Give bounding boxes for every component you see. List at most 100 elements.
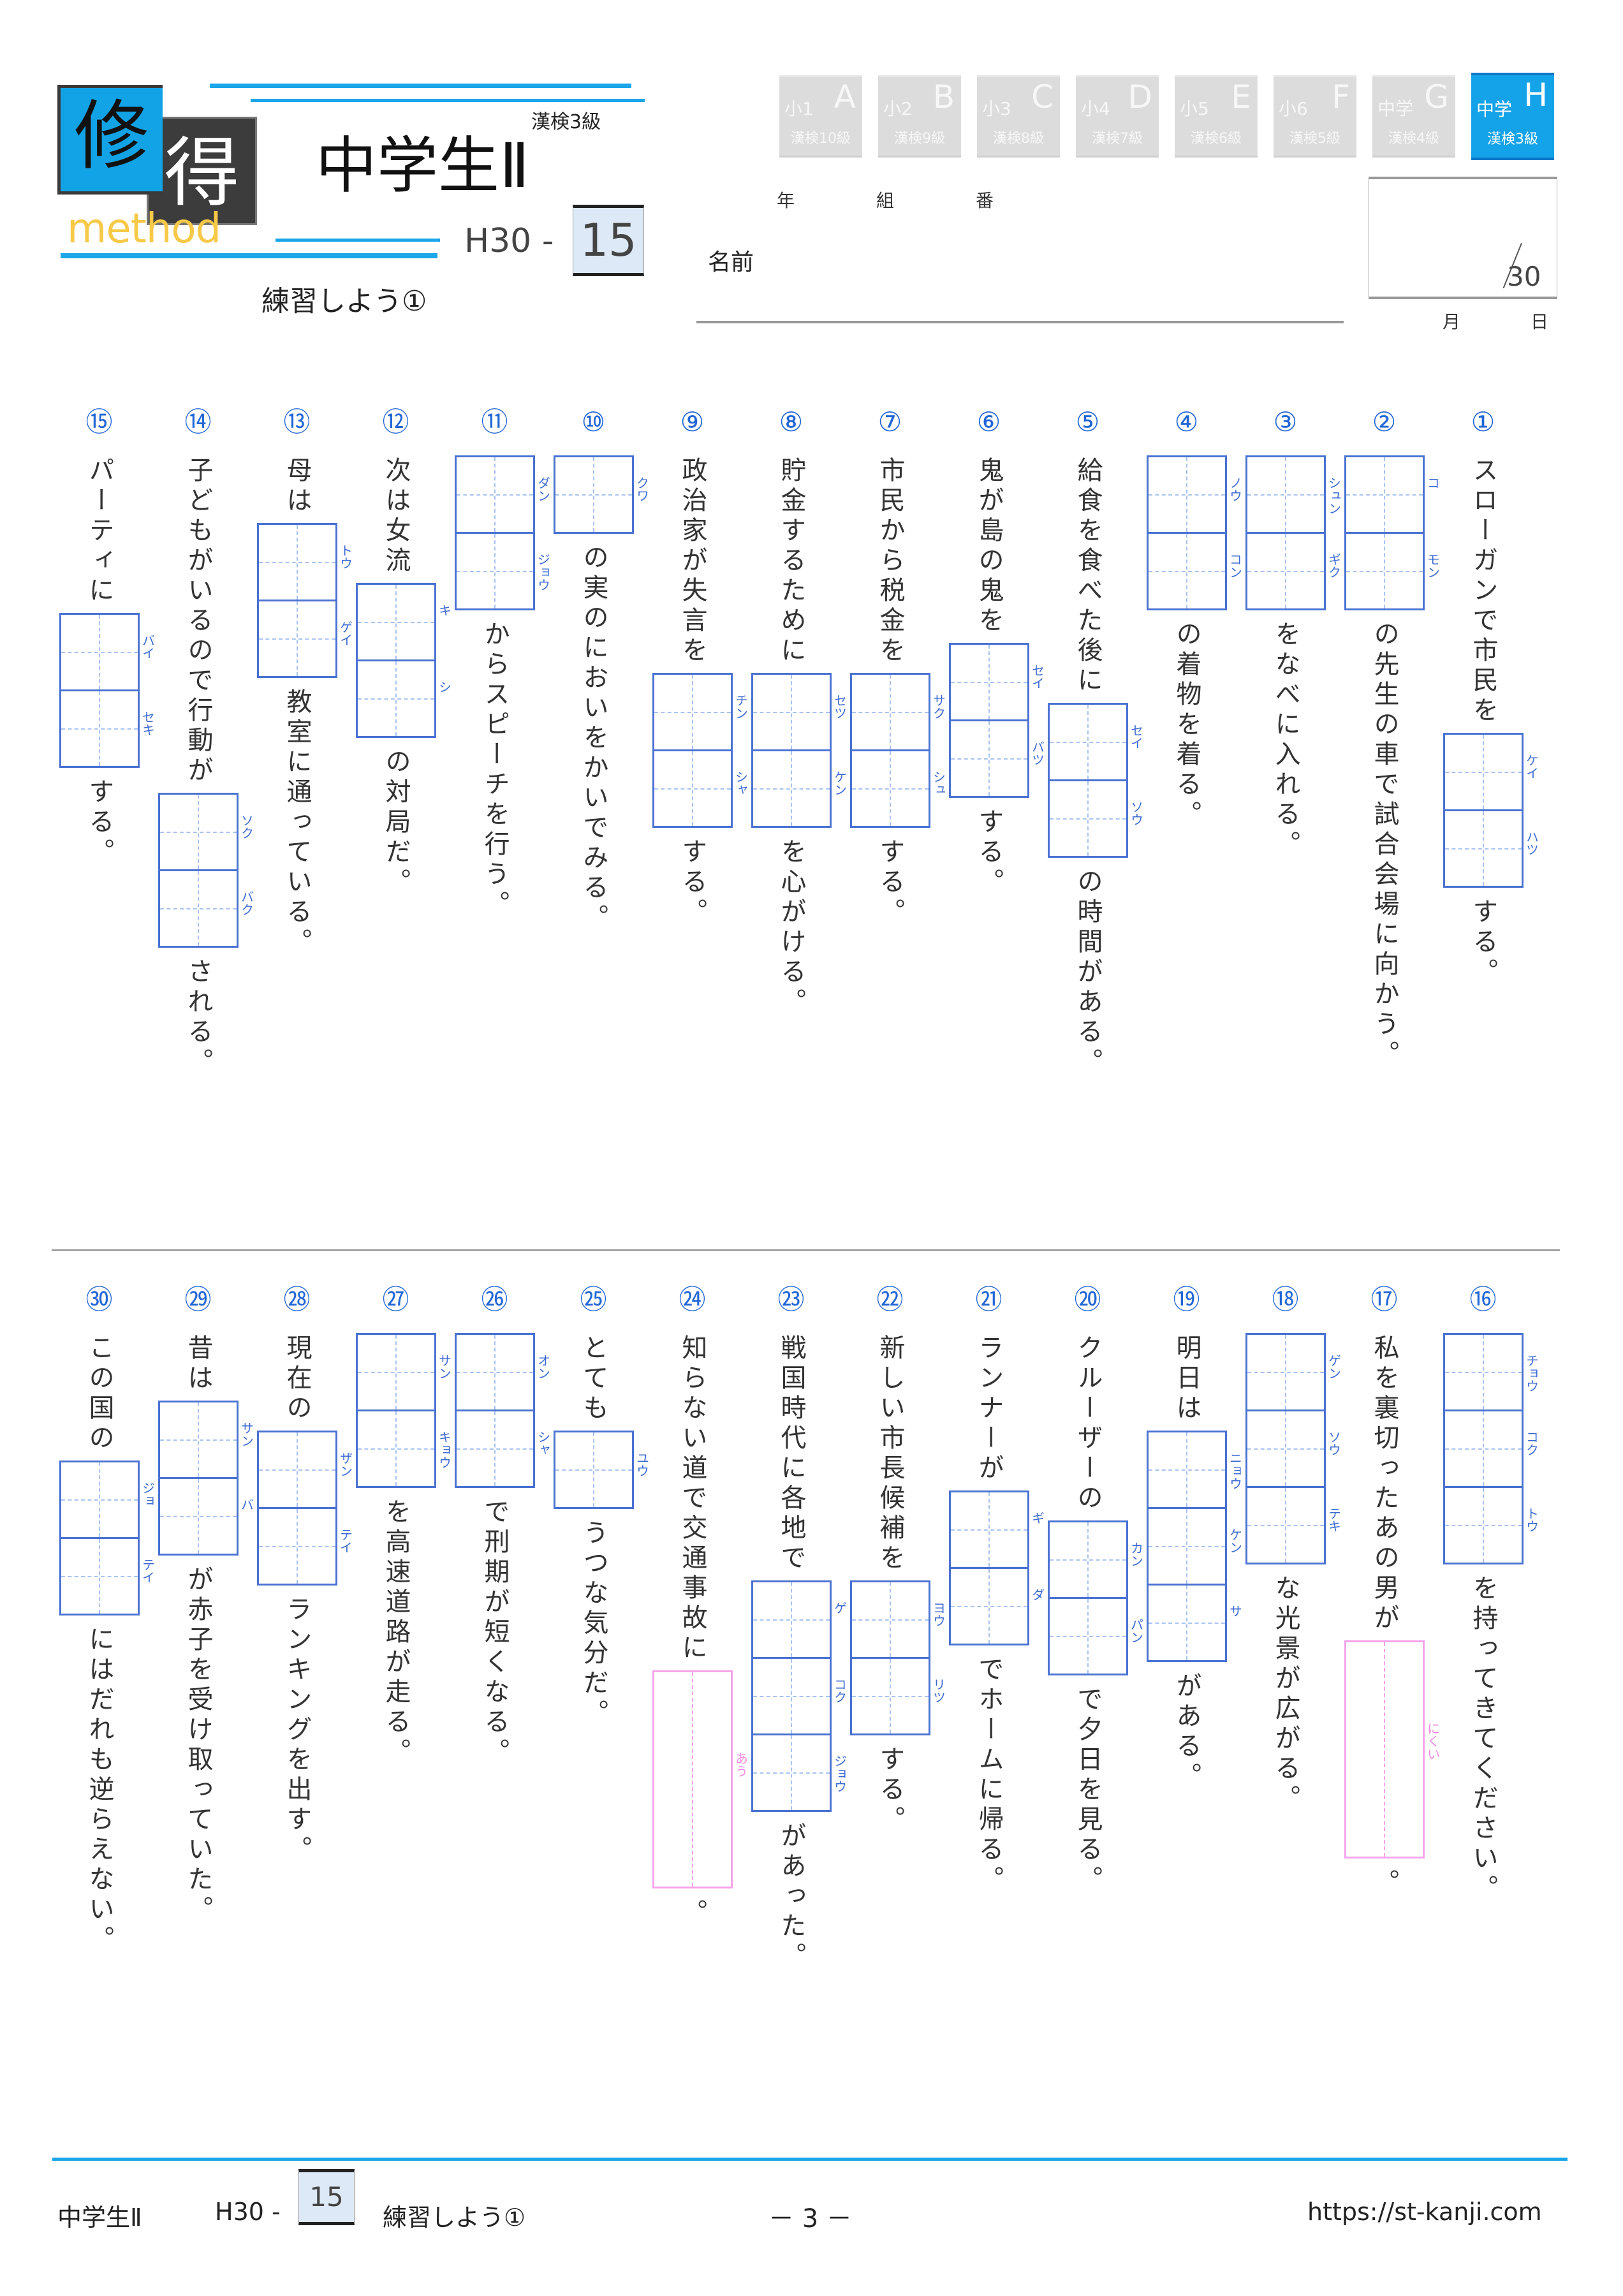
kanji-answer-cell[interactable]: ソウ	[1049, 779, 1144, 856]
kanji-answer-cell[interactable]: バ	[159, 1477, 254, 1554]
kanji-answer-box: ノウ コン	[1146, 455, 1243, 610]
kanji-answer-cell[interactable]: テキ	[1247, 1486, 1342, 1563]
name-label: 名前	[708, 249, 754, 276]
kanji-answer-cell[interactable]: コン	[1148, 532, 1243, 608]
furigana-reading: セイ	[1128, 724, 1144, 749]
question-number: ①	[1471, 406, 1495, 438]
kanji-answer-cell[interactable]: ハツ	[1444, 809, 1539, 886]
kanji-answer-box: サンバ	[158, 1401, 254, 1556]
kanji-answer-cell[interactable]: ジョウ	[456, 532, 551, 608]
kanji-answer-cell[interactable]: ケン	[753, 749, 848, 826]
level-tab-g[interactable]: 中学 G 漢検4級	[1372, 75, 1455, 158]
furigana-reading: サン	[239, 1422, 254, 1447]
kanji-answer-cell[interactable]: キョウ	[357, 1409, 452, 1486]
kanji-answer-cell[interactable]: バツ	[950, 719, 1045, 796]
kanji-answer-cell[interactable]: シュ	[851, 749, 946, 826]
kanji-answer-cell[interactable]: ジョウ	[753, 1733, 848, 1810]
kanji-answer-cell[interactable]: チン	[654, 675, 749, 749]
tab-grade: 小2	[883, 98, 913, 119]
kanji-answer-cell[interactable]: シャ	[456, 1409, 551, 1486]
kanji-answer-cell[interactable]: シュン	[1247, 457, 1342, 532]
furigana-reading: シャ	[733, 770, 749, 796]
kanji-answer-cell[interactable]: クワ	[555, 457, 650, 532]
question-number: ㉔	[679, 1284, 706, 1315]
kanji-answer-cell[interactable]: コク	[1444, 1409, 1539, 1486]
level-tab-e[interactable]: 小5 E 漢検6級	[1175, 75, 1258, 158]
kanji-answer-cell[interactable]: バイ	[61, 615, 156, 689]
kanji-answer-cell[interactable]: ゲ	[753, 1582, 848, 1657]
kanji-answer-cell[interactable]: ダ	[950, 1567, 1045, 1644]
furigana-reading: シャ	[535, 1431, 551, 1456]
level-tab-c[interactable]: 小3 C 漢検8級	[977, 75, 1060, 158]
furigana-reading: シ	[436, 681, 452, 693]
question-text: 政治家が失言を	[677, 457, 707, 666]
kanji-answer-cell[interactable]: トウ	[258, 525, 353, 600]
site-url[interactable]: https://st-kanji.com	[1307, 2198, 1542, 2226]
kanji-answer-cell[interactable]: ゲン	[1247, 1335, 1342, 1409]
kanji-answer-cell[interactable]: トウ	[1444, 1486, 1539, 1563]
level-tab-b[interactable]: 小2 B 漢検9級	[878, 75, 961, 158]
kanji-answer-cell[interactable]: キ	[357, 585, 452, 659]
kanji-answer-cell[interactable]: パン	[1049, 1597, 1144, 1674]
kanji-answer-cell[interactable]: ケイ	[1444, 735, 1539, 809]
kanji-answer-cell[interactable]: サン	[159, 1402, 254, 1477]
name-field[interactable]	[696, 321, 1344, 323]
kanji-answer-cell[interactable]: ソク	[159, 795, 254, 869]
kanji-answer-box: セイ バツ	[948, 643, 1045, 798]
class-label: 組	[876, 190, 895, 211]
kanji-answer-cell[interactable]: セキ	[61, 689, 156, 766]
question-text: ランナーが	[974, 1334, 1004, 1484]
level-tab-a[interactable]: 小1 A 漢検10級	[779, 75, 862, 158]
kanji-answer-cell[interactable]: モン	[1346, 532, 1441, 608]
kanji-answer-cell[interactable]: コ	[1346, 457, 1441, 532]
tab-kanken: 漢検7級	[1092, 131, 1143, 147]
kanji-answer-cell[interactable]: ザン	[258, 1432, 353, 1507]
kanji-answer-box: ユウ	[553, 1431, 650, 1509]
kanji-answer-cell[interactable]: テイ	[61, 1537, 156, 1614]
kun-answer-box[interactable]: あう	[652, 1670, 749, 1888]
level-tab-f[interactable]: 小6 F 漢検5級	[1274, 75, 1356, 158]
kanji-answer-cell[interactable]: ケン	[1148, 1507, 1243, 1584]
kanji-answer-cell[interactable]: リツ	[851, 1657, 946, 1733]
kanji-answer-cell[interactable]: ギ	[950, 1492, 1045, 1567]
kanji-answer-cell[interactable]: セイ	[950, 645, 1045, 719]
question-18: ⑱ ゲン ソウ テキ な光景が広がる。	[1236, 1286, 1342, 1818]
kanji-answer-cell[interactable]: ニョウ	[1148, 1432, 1243, 1507]
kanji-answer-cell[interactable]: ヨウ	[851, 1582, 946, 1657]
kanji-answer-cell[interactable]: シ	[357, 659, 452, 736]
kanji-answer-cell[interactable]: ジョ	[61, 1462, 156, 1537]
footer-title: 中学生Ⅱ	[57, 2204, 142, 2232]
kanji-answer-cell[interactable]: コク	[753, 1657, 848, 1733]
kanji-answer-cell[interactable]: ゲイ	[258, 600, 353, 676]
kanji-answer-cell[interactable]: カン	[1049, 1522, 1144, 1597]
kanji-answer-cell[interactable]: ノウ	[1148, 457, 1243, 532]
kun-answer-box[interactable]: にくい	[1344, 1640, 1441, 1858]
furigana-reading: ダ	[1029, 1588, 1045, 1601]
kanji-answer-cell[interactable]: セツ	[753, 675, 848, 749]
tab-kanken: 漢検9級	[894, 131, 945, 147]
kanji-answer-box: ケイ ハツ	[1443, 733, 1539, 888]
kanji-answer-cell[interactable]: シャ	[654, 749, 749, 826]
tab-grade: 小3	[982, 98, 1011, 119]
kanji-answer-cell[interactable]: セイ	[1049, 705, 1144, 779]
kanji-answer-cell[interactable]: サク	[851, 675, 946, 749]
kanji-answer-cell[interactable]: チョウ	[1444, 1335, 1539, 1409]
kanji-answer-cell[interactable]: オン	[456, 1335, 551, 1409]
kanji-answer-cell[interactable]: ダン	[456, 457, 551, 532]
kanji-answer-cell[interactable]: ギク	[1247, 532, 1342, 608]
worksheet-number: 15	[573, 205, 644, 276]
question-text: する。	[84, 778, 114, 868]
kanji-answer-cell[interactable]: サン	[357, 1335, 452, 1409]
kanji-answer-cell[interactable]: ソウ	[1247, 1409, 1342, 1486]
question-number: ②	[1372, 406, 1397, 438]
kanji-answer-cell[interactable]: テイ	[258, 1507, 353, 1584]
level-tab-h[interactable]: 中学 H 漢検3級	[1471, 73, 1554, 160]
question-text: クルーザーの	[1073, 1334, 1103, 1514]
kanji-answer-cell[interactable]: ユウ	[555, 1432, 650, 1507]
kanji-answer-cell[interactable]: バク	[159, 869, 254, 946]
kanji-answer-cell[interactable]: サ	[1148, 1584, 1243, 1660]
level-tab-d[interactable]: 小4 D 漢検7級	[1076, 75, 1159, 158]
question-text: 貯金するために	[776, 457, 806, 666]
kanji-answer-box: サン キョウ	[355, 1333, 452, 1488]
student-number-label: 番	[976, 190, 994, 211]
